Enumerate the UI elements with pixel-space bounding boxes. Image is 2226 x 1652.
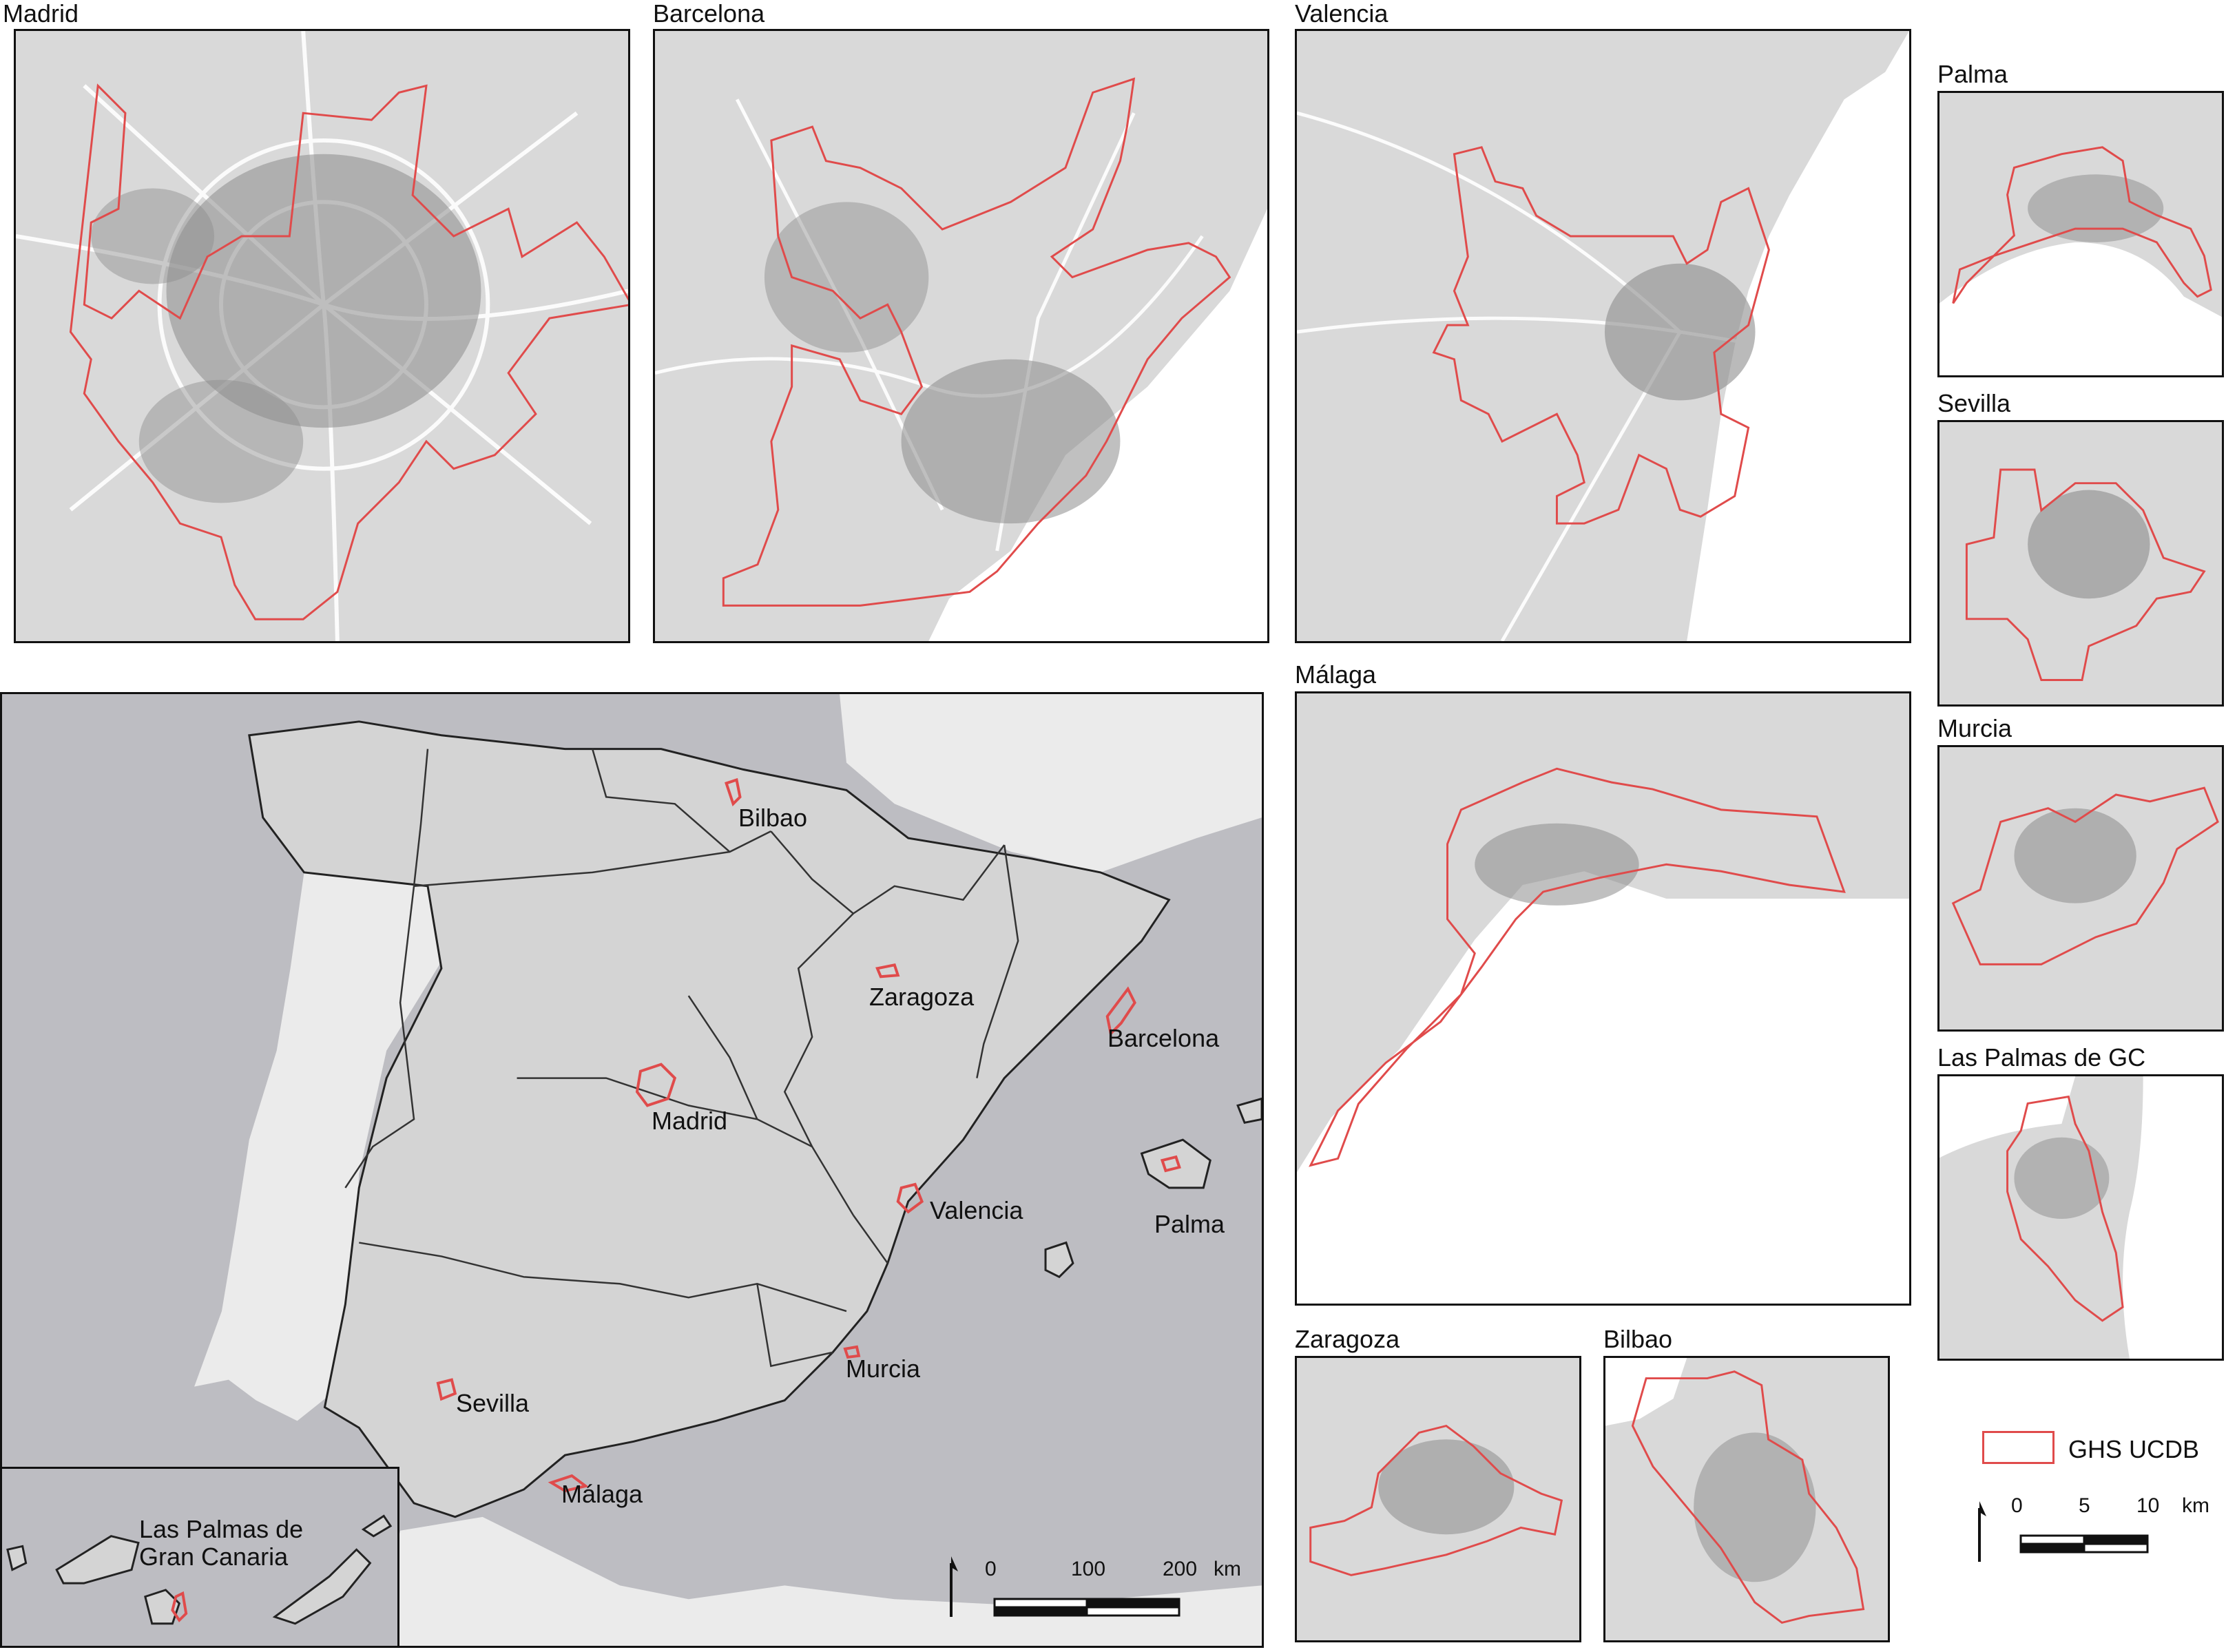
malaga-map-panel[interactable] [1295, 691, 1911, 1306]
zaragoza-panel-title: Zaragoza [1295, 1325, 1400, 1353]
legend-swatch-ghs-ucdb [1982, 1431, 2055, 1464]
malaga-panel-title: Málaga [1295, 660, 1377, 689]
menorca-island [1236, 1097, 1262, 1125]
portugal-landmass [194, 872, 441, 1421]
laspalmas-marker [171, 1591, 188, 1622]
overview-label-zaragoza: Zaragoza [869, 983, 975, 1011]
overview-scale-200: 200 [1163, 1558, 1198, 1580]
legend-scale-5: 5 [2079, 1494, 2090, 1517]
madrid-ucdb-boundary [69, 83, 628, 620]
murcia-map-panel[interactable] [1937, 745, 2224, 1032]
overview-label-bilbao: Bilbao [738, 804, 808, 832]
sevilla-ucdb-boundary [1965, 468, 2206, 681]
overview-scale-unit: km [1214, 1558, 1241, 1580]
valencia-marker [896, 1182, 924, 1214]
palma-marker [1160, 1155, 1181, 1173]
overview-scale-bar [993, 1598, 1180, 1617]
overview-label-palma: Palma [1154, 1210, 1225, 1238]
legend-scale-10: 10 [2136, 1494, 2160, 1517]
palma-ucdb-boundary [1952, 146, 2212, 304]
barcelona-map-panel[interactable] [653, 29, 1269, 643]
canary-label-line2: Gran Canaria [139, 1543, 289, 1571]
barcelona-panel-title: Barcelona [653, 0, 765, 28]
bilbao-marker [725, 777, 742, 806]
lanzarote-island [361, 1514, 393, 1538]
legend-north-arrow [1978, 1501, 1986, 1562]
legend-label-ghs-ucdb: GHS UCDB [2068, 1435, 2200, 1463]
sevilla-marker [436, 1378, 457, 1401]
valencia-map-panel[interactable] [1295, 29, 1911, 643]
madrid-map-panel[interactable] [14, 29, 630, 643]
zaragoza-marker [875, 963, 900, 979]
madrid-marker [635, 1063, 677, 1107]
la-palma-island [6, 1545, 28, 1571]
overview-label-malaga: Málaga [561, 1480, 643, 1508]
murcia-ucdb-boundary [1951, 786, 2219, 965]
mallorca-island [1140, 1138, 1211, 1189]
sevilla-map-panel[interactable] [1937, 420, 2224, 707]
malaga-marker [548, 1474, 589, 1493]
bilbao-ucdb-boundary [1631, 1370, 1865, 1624]
murcia-marker [843, 1345, 861, 1359]
valencia-ucdb-boundary [1432, 146, 1770, 525]
bilbao-panel-title: Bilbao [1603, 1325, 1673, 1353]
tenerife-island [55, 1535, 140, 1585]
legend-scale-0: 0 [2011, 1494, 2023, 1517]
malaga-ucdb-boundary [1309, 767, 1846, 1167]
sevilla-panel-title: Sevilla [1937, 389, 2011, 417]
laspalmas-panel-title: Las Palmas de GC [1937, 1043, 2146, 1071]
overview-north-arrow [950, 1556, 958, 1617]
legend-scale-bar [2019, 1534, 2149, 1554]
spain-landmass [248, 720, 1171, 1518]
overview-label-barcelona: Barcelona [1107, 1024, 1220, 1052]
ibiza-island [1044, 1241, 1074, 1279]
bilbao-map-panel[interactable] [1603, 1356, 1890, 1642]
overview-label-madrid: Madrid [652, 1107, 728, 1135]
zaragoza-ucdb-boundary [1309, 1424, 1563, 1576]
palma-panel-title: Palma [1937, 60, 2008, 88]
overview-label-sevilla: Sevilla [456, 1389, 530, 1417]
madrid-panel-title: Madrid [3, 0, 79, 28]
overview-label-murcia: Murcia [846, 1355, 921, 1383]
laspalmas-map-panel[interactable] [1937, 1074, 2224, 1361]
legend-scale-unit: km [2182, 1494, 2209, 1517]
laspalmas-ucdb-boundary [2006, 1095, 2124, 1322]
murcia-panel-title: Murcia [1937, 714, 2012, 742]
valencia-panel-title: Valencia [1295, 0, 1388, 28]
barcelona-marker [1105, 986, 1136, 1036]
overview-scale-0: 0 [985, 1558, 997, 1580]
fuerteventura-island [272, 1548, 372, 1625]
overview-scale-100: 100 [1071, 1558, 1106, 1580]
zaragoza-map-panel[interactable] [1295, 1356, 1581, 1642]
barcelona-ucdb-boundary [722, 77, 1231, 607]
overview-label-valencia: Valencia [930, 1196, 1023, 1224]
canary-islands-inset[interactable] [0, 1467, 399, 1648]
canary-label-line1: Las Palmas de [139, 1515, 304, 1543]
france-landmass [840, 694, 1262, 872]
palma-map-panel[interactable] [1937, 91, 2224, 377]
